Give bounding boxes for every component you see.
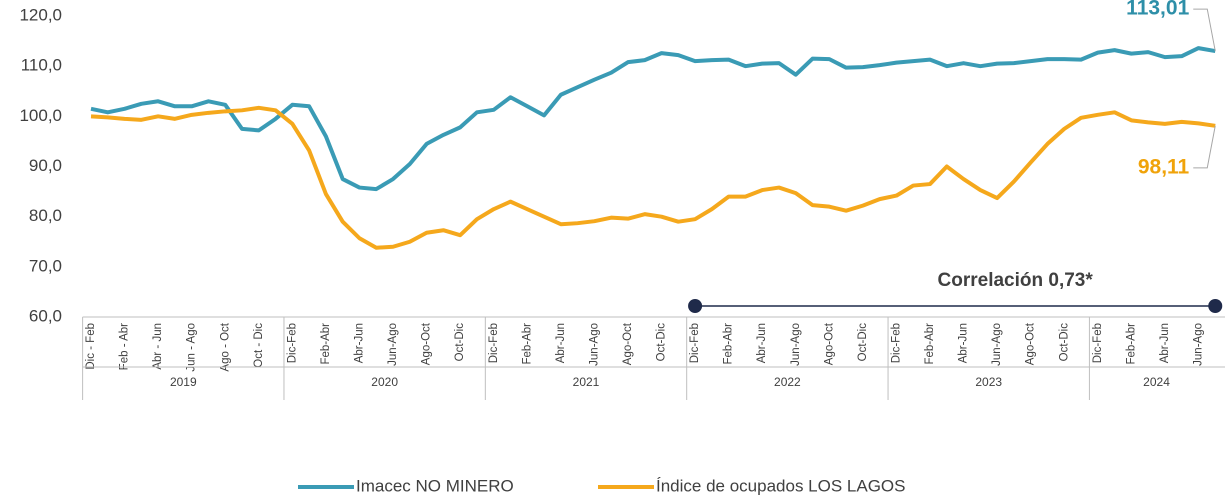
- series-line: [90, 105, 1216, 250]
- y-tick-label: 120,0: [19, 5, 62, 24]
- leader-line: [1193, 125, 1216, 169]
- x-tick-label: Jun-Ago: [991, 323, 1003, 366]
- y-tick-label: 110,0: [21, 56, 62, 75]
- x-tick-label: Jun-Ago: [588, 323, 600, 366]
- x-tick-label: Oct-Dic: [857, 323, 869, 362]
- y-tick-label: 90,0: [29, 156, 62, 175]
- x-tick-label: Abr-Jun: [354, 323, 366, 363]
- x-tick-label: Oct-Dic: [454, 323, 466, 362]
- x-tick-label: Abr-Jun: [555, 323, 567, 363]
- x-tick-label: Ago-Oct: [823, 322, 835, 365]
- x-tick-label: Dic-Feb: [890, 323, 902, 363]
- x-tick-label: Dic - Feb: [85, 323, 97, 370]
- end-label: 113,01: [1126, 0, 1189, 20]
- x-tick-label: Abr-Jun: [756, 323, 768, 363]
- year-label: 2021: [573, 375, 600, 389]
- x-tick-label: Oct - Dic: [253, 323, 265, 368]
- x-tick-label: Abr - Jun: [152, 323, 164, 370]
- year-label: 2023: [975, 375, 1002, 389]
- year-label: 2022: [774, 375, 801, 389]
- legend-label: Índice de ocupados LOS LAGOS: [656, 476, 906, 495]
- x-tick-label: Dic-Feb: [1092, 323, 1104, 363]
- x-tick-label: Ago-Oct: [421, 322, 433, 365]
- y-tick-label: 70,0: [29, 256, 62, 275]
- x-tick-label: Feb-Abr: [723, 323, 735, 365]
- end-label: 98,11: [1138, 155, 1190, 178]
- x-tick-label: Feb-Abr: [320, 323, 332, 365]
- x-tick-label: Abr-Jun: [1159, 323, 1171, 363]
- leader-line: [1193, 8, 1216, 52]
- x-tick-label: Ago - Oct: [219, 322, 231, 371]
- x-tick-label: Oct-Dic: [1058, 323, 1070, 362]
- x-tick-label: Feb-Abr: [924, 323, 936, 365]
- x-tick-label: Dic-Feb: [689, 323, 701, 363]
- y-tick-label: 60,0: [29, 306, 62, 325]
- x-tick-label: Abr-Jun: [958, 323, 970, 363]
- y-tick-label: 80,0: [29, 206, 62, 225]
- legend-label: Imacec NO MINERO: [356, 476, 514, 495]
- x-tick-label: Oct-Dic: [656, 323, 668, 362]
- x-tick-label: Jun-Ago: [1193, 323, 1205, 366]
- annotation: Correlación 0,73*: [938, 270, 1094, 291]
- x-tick-label: Dic-Feb: [286, 323, 298, 363]
- year-label: 2024: [1143, 375, 1170, 389]
- series-line: [90, 46, 1216, 192]
- x-tick-label: Ago-Oct: [1025, 322, 1037, 365]
- x-tick-label: Feb-Abr: [1125, 323, 1137, 365]
- x-tick-label: Ago-Oct: [622, 322, 634, 365]
- x-tick-label: Dic-Feb: [488, 323, 500, 363]
- correlation-dot: [1208, 299, 1223, 313]
- x-tick-label: Feb-Abr: [521, 323, 533, 365]
- x-tick-label: Jun-Ago: [790, 323, 802, 366]
- x-tick-label: Jun - Ago: [186, 323, 198, 372]
- x-tick-label: Feb - Abr: [119, 323, 131, 370]
- year-label: 2019: [170, 375, 197, 389]
- year-label: 2020: [371, 375, 398, 389]
- correlation-dot: [688, 299, 703, 313]
- y-tick-label: 100,0: [19, 106, 62, 125]
- x-tick-label: Jun-Ago: [387, 323, 399, 366]
